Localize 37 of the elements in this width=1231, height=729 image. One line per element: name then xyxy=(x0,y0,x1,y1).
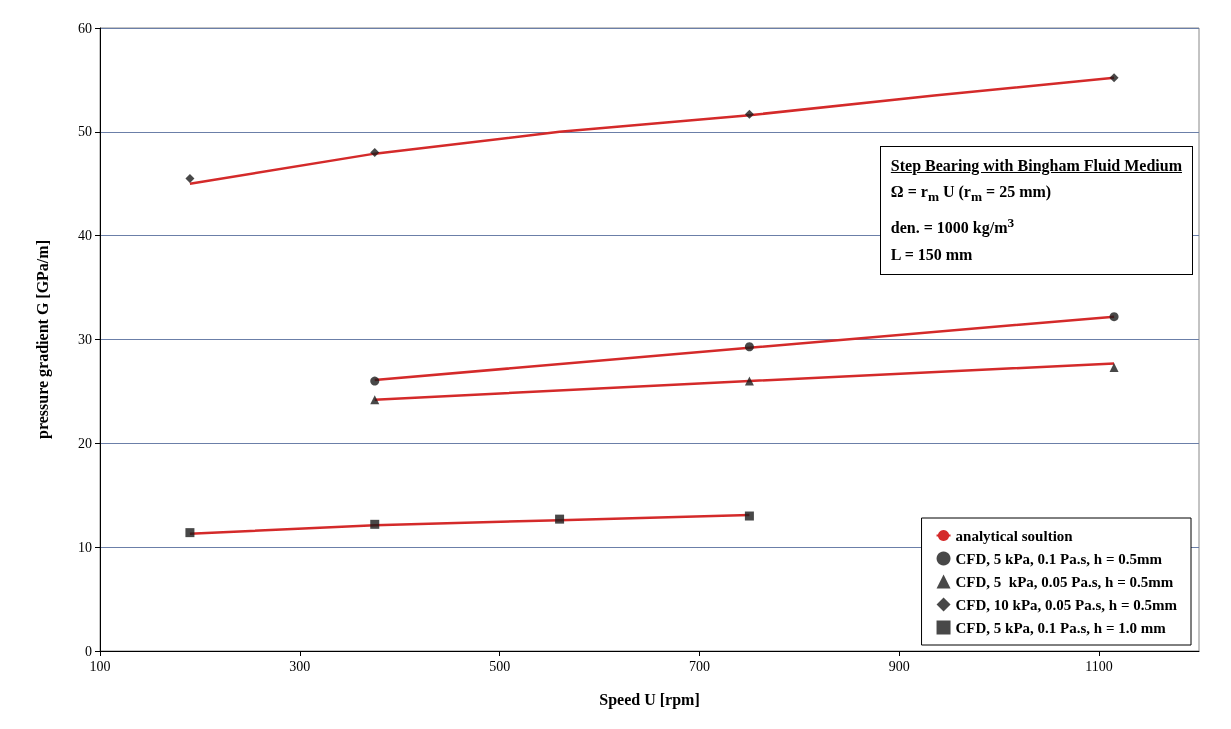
x-tick-label: 900 xyxy=(888,658,910,674)
point xyxy=(1109,73,1119,83)
x-tick-label: 500 xyxy=(489,658,511,674)
y-tick-label: 0 xyxy=(85,643,92,659)
point xyxy=(370,519,380,529)
annotation: L = 150 mm xyxy=(890,244,974,265)
y-tick-label: 20 xyxy=(78,435,92,451)
point xyxy=(185,174,195,184)
y-axis-title: pressure gradient G [GPa/m] xyxy=(33,240,52,439)
y-tick-label: 60 xyxy=(78,20,92,36)
point xyxy=(370,376,380,386)
legend-label: CFD, 5 kPa, 0.05 Pa.s, h = 0.5mm xyxy=(955,573,1174,590)
x-tick-label: 300 xyxy=(289,658,311,674)
annotation: Step Bearing with Bingham Fluid Medium xyxy=(890,156,1182,177)
annotation: den. = 1000 kg/m$^{3}$ xyxy=(890,214,1016,239)
point xyxy=(555,514,565,524)
point xyxy=(744,511,754,521)
point xyxy=(1109,312,1119,322)
annotation: Ω = r$_{m}$ U (r$_{m}$ = 25 mm) xyxy=(890,182,1053,207)
y-tick-label: 40 xyxy=(78,228,92,244)
x-tick-label: 1100 xyxy=(1085,658,1113,674)
x-axis-title: Speed U [rpm] xyxy=(599,690,700,709)
legend-label: CFD, 5 kPa, 0.1 Pa.s, h = 0.5mm xyxy=(955,550,1163,567)
legend-label: CFD, 10 kPa, 0.05 Pa.s, h = 0.5mm xyxy=(955,596,1178,613)
y-tick-label: 50 xyxy=(78,124,92,140)
x-tick-label: 700 xyxy=(688,658,710,674)
point xyxy=(370,148,380,158)
x-tick-label: 100 xyxy=(89,658,111,674)
point xyxy=(744,342,754,352)
legend-label: CFD, 5 kPa, 0.1 Pa.s, h = 1.0 mm xyxy=(955,619,1167,636)
y-tick-label: 30 xyxy=(78,332,92,347)
point xyxy=(744,376,754,386)
point xyxy=(744,109,754,119)
point xyxy=(185,528,195,538)
point xyxy=(1109,363,1119,373)
y-tick-label: 10 xyxy=(78,539,92,555)
legend-label: analytical soultion xyxy=(955,527,1074,544)
